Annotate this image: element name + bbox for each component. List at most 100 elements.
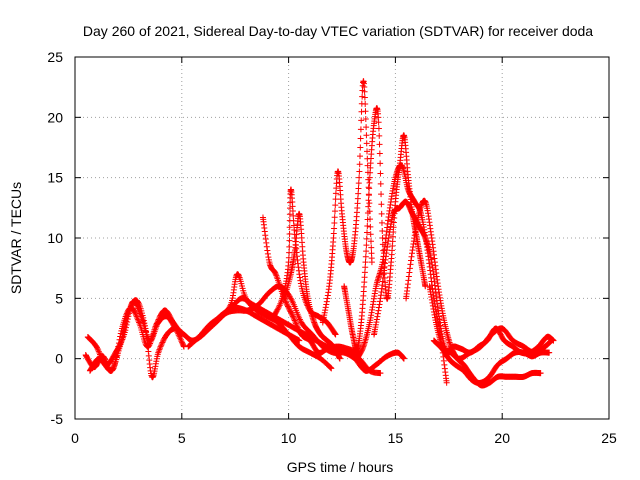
data-point	[158, 340, 165, 347]
data-point	[377, 180, 384, 187]
data-point	[361, 94, 368, 101]
y-tick-label: 25	[47, 49, 63, 65]
data-point	[355, 180, 362, 187]
series-arc-12	[353, 162, 450, 386]
data-point	[286, 237, 293, 244]
data-point	[156, 345, 163, 352]
data-point	[178, 338, 185, 345]
data-point	[131, 309, 138, 316]
data-point	[95, 348, 102, 355]
data-point	[292, 320, 299, 327]
data-point	[363, 140, 370, 147]
data-point	[331, 208, 338, 215]
data-point	[274, 306, 281, 313]
data-point	[365, 191, 372, 198]
data-point	[366, 200, 373, 207]
data-point	[429, 299, 436, 306]
x-tick-label: 15	[388, 430, 404, 446]
data-point	[356, 174, 363, 181]
x-tick-label: 10	[281, 430, 297, 446]
data-point	[324, 295, 331, 302]
grid	[75, 57, 609, 419]
data-point	[331, 220, 338, 227]
data-point	[377, 170, 384, 177]
data-point	[286, 243, 293, 250]
data-point	[173, 327, 180, 334]
data-point	[272, 270, 279, 277]
data-point	[364, 223, 371, 230]
data-point	[156, 346, 163, 353]
series-arc-14	[403, 197, 544, 389]
data-point	[124, 316, 131, 323]
data-point	[430, 305, 437, 312]
data-point	[357, 135, 364, 142]
x-tick-label: 5	[178, 430, 186, 446]
y-tick-label: 5	[55, 290, 63, 306]
data-point	[375, 304, 382, 311]
data-point	[286, 211, 293, 218]
y-axis-title: SDTVAR / TECUs	[8, 182, 24, 294]
data-point	[378, 210, 385, 217]
data-point	[550, 337, 557, 344]
data-point	[131, 308, 138, 315]
data-point	[362, 253, 369, 260]
data-point	[122, 327, 129, 334]
data-point	[362, 264, 369, 271]
data-point	[365, 184, 372, 191]
data-point	[440, 357, 447, 364]
data-point	[331, 225, 338, 232]
y-tick-label: 10	[47, 230, 63, 246]
y-tick-label: 15	[47, 170, 63, 186]
data-point	[405, 273, 412, 280]
data-point	[367, 231, 374, 238]
data-point	[407, 257, 414, 264]
data-point	[272, 271, 279, 278]
data-point	[158, 342, 165, 349]
data-point	[363, 124, 370, 131]
data-point	[322, 304, 329, 311]
data-point	[294, 323, 301, 330]
data-point	[364, 148, 371, 155]
data-point	[275, 305, 282, 312]
data-point	[282, 298, 289, 305]
chart-title: Day 260 of 2021, Sidereal Day-to-day VTE…	[83, 23, 593, 39]
data-point	[95, 347, 102, 354]
data-point	[375, 125, 382, 132]
data-point	[357, 126, 364, 133]
data-point	[264, 247, 271, 254]
data-point	[332, 202, 339, 209]
data-point	[283, 299, 290, 306]
data-point	[363, 235, 370, 242]
data-point	[288, 310, 295, 317]
data-point	[330, 230, 337, 237]
data-point	[356, 161, 363, 168]
data-point	[537, 370, 544, 377]
data-point	[291, 316, 298, 323]
data-point	[290, 314, 297, 321]
data-point	[374, 310, 381, 317]
series-arc-9	[281, 210, 343, 362]
data-point	[375, 119, 382, 126]
data-point	[364, 216, 371, 223]
ticks: 0 5 10 15 20 25 -5 0 5 10 15 20 25	[47, 49, 617, 446]
data-point	[362, 116, 369, 123]
data-point	[362, 101, 369, 108]
data-point	[357, 153, 364, 160]
data-point	[124, 319, 131, 326]
data-point	[359, 93, 366, 100]
data-point	[328, 365, 335, 372]
data-point	[361, 88, 368, 95]
data-point	[126, 310, 133, 317]
data-point	[177, 336, 184, 343]
data-point	[431, 311, 438, 318]
data-point	[358, 117, 365, 124]
data-point	[263, 239, 270, 246]
data-point	[366, 185, 373, 192]
data-point	[331, 214, 338, 221]
data-point	[357, 144, 364, 151]
data-point	[327, 364, 334, 371]
data-point	[406, 265, 413, 272]
series-arc-3	[86, 298, 187, 374]
data-point	[293, 321, 300, 328]
data-point	[291, 317, 298, 324]
